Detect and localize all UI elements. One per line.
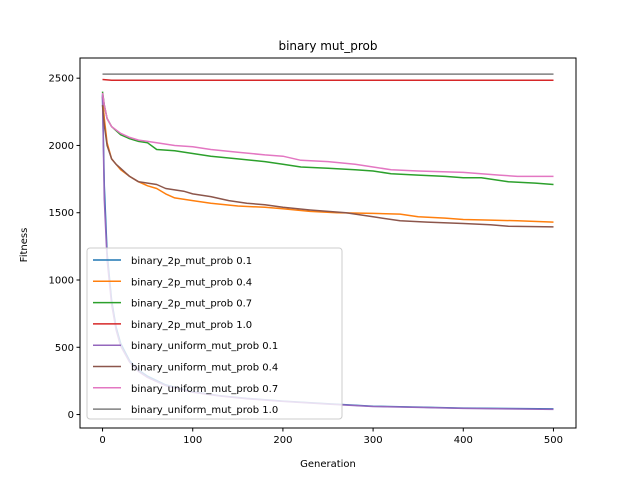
legend-label-1: binary_2p_mut_prob 0.4: [131, 277, 252, 288]
legend-label-2: binary_2p_mut_prob 0.7: [131, 299, 252, 310]
legend-label-3: binary_2p_mut_prob 1.0: [131, 320, 252, 331]
series-line-2: [101, 91, 554, 186]
chart-title: binary mut_prob: [278, 39, 377, 53]
legend-box: [86, 247, 343, 420]
x-axis-label: Generation: [300, 459, 356, 470]
legend-label-0: binary_2p_mut_prob 0.1: [131, 256, 252, 267]
y-axis-label: Fitness: [19, 228, 30, 263]
y-tick-label: 1000: [49, 276, 74, 287]
legend-label-6: binary_uniform_mut_prob 0.7: [131, 384, 278, 395]
series-line-6: [101, 92, 554, 178]
series-line-5: [101, 105, 554, 228]
series-line-3: [102, 78, 554, 81]
x-tick-label: 400: [454, 435, 473, 446]
legend-label-5: binary_uniform_mut_prob 0.4: [131, 363, 278, 374]
x-tick-label: 100: [183, 435, 202, 446]
x-tick-label: 500: [544, 435, 563, 446]
legend-label-7: binary_uniform_mut_prob 1.0: [131, 405, 278, 416]
x-tick-label: 0: [99, 435, 105, 446]
y-tick-label: 1500: [49, 208, 74, 219]
x-tick-label: 200: [273, 435, 292, 446]
y-tick-label: 500: [55, 343, 74, 354]
x-tick-label: 300: [364, 435, 383, 446]
y-tick-label: 0: [68, 410, 74, 421]
y-tick-label: 2500: [49, 74, 74, 85]
plot-frame: [79, 57, 577, 429]
x-axis: 0 100 200 300 400 500: [99, 428, 563, 446]
legend: binary_2p_mut_prob 0.1 binary_2p_mut_prob…: [86, 247, 343, 420]
y-axis: 0 500 1000 1500 2000 2500: [49, 74, 80, 421]
legend-label-4: binary_uniform_mut_prob 0.1: [131, 341, 278, 352]
y-tick-label: 2000: [49, 141, 74, 152]
